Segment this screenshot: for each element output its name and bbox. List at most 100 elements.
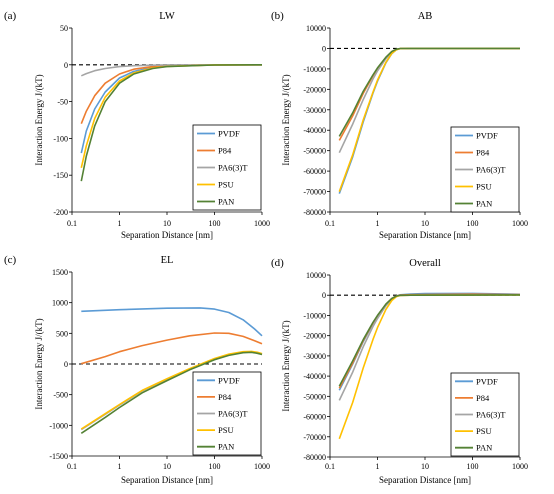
legend: PVDF P84 PA6(3)T PSU PAN	[192, 124, 262, 211]
y-tick-label: -50	[57, 98, 68, 107]
y-tick-label: -100	[53, 134, 68, 143]
panel-title: LW	[159, 11, 175, 22]
y-tick-label: -150	[53, 171, 68, 180]
x-axis-label: Separation Distance [nm]	[121, 475, 213, 485]
panel-title: EL	[161, 255, 174, 266]
legend-label-pan: PAN	[476, 443, 492, 453]
y-tick-label: -500	[53, 391, 68, 400]
x-tick-label: 1000	[254, 219, 270, 228]
legend-label-p84: P84	[218, 392, 232, 402]
y-tick-label: -40000	[303, 372, 326, 381]
legend-label-p84: P84	[476, 148, 490, 158]
x-tick-label: 100	[209, 462, 221, 471]
legend-label-psu: PSU	[476, 182, 492, 192]
y-tick-label: -20000	[303, 332, 326, 341]
legend: PVDF P84 PA6(3)T PSU PAN	[450, 126, 520, 213]
x-tick-label: 1000	[512, 219, 528, 228]
x-tick-label: 0.1	[67, 219, 77, 228]
y-tick-label: -1000	[49, 421, 68, 430]
y-tick-label: -1500	[49, 452, 68, 461]
y-axis-label: Interaction Energy J/(kT)	[34, 318, 44, 409]
x-tick-label: 0.1	[325, 462, 335, 471]
legend-label-pvdf: PVDF	[218, 129, 240, 139]
legend-label-psu: PSU	[476, 426, 492, 436]
x-axis-label: Separation Distance [nm]	[379, 230, 471, 240]
y-tick-label: 0	[322, 291, 326, 300]
panel-4: (d) Overall 10000 0 -10000 -20000 -30000 -40000…	[271, 257, 528, 485]
y-tick-label: -10000	[303, 65, 326, 74]
panel-1: (a) LW 50 0 -50 -100 -150 -200 0.1 1 10 100 1000 Sepa…	[4, 10, 270, 240]
x-tick-label: 10	[163, 462, 171, 471]
x-tick-label: 10	[163, 219, 171, 228]
y-tick-label: -80000	[303, 208, 326, 217]
y-tick-label: -20000	[303, 85, 326, 94]
legend-label-psu: PSU	[218, 425, 234, 435]
y-tick-label: 10000	[306, 271, 326, 280]
legend-box	[192, 124, 262, 211]
legend-label-p84: P84	[218, 146, 232, 156]
y-tick-label: -80000	[303, 453, 326, 462]
y-tick-label: -60000	[303, 413, 326, 422]
panel-tag: (b)	[271, 10, 284, 22]
x-tick-label: 100	[467, 219, 479, 228]
series-line-pan	[338, 47, 520, 137]
legend: PVDF P84 PA6(3)T PSU PAN	[450, 372, 520, 457]
panel-2: (b) AB 10000 0 -10000 -20000 -30000 -40000 -5000…	[271, 10, 528, 240]
y-axis-label: Interaction Energy J/(kT)	[281, 74, 291, 165]
y-tick-label: -70000	[303, 188, 326, 197]
x-tick-label: 1	[376, 219, 380, 228]
y-tick-label: 10000	[306, 24, 326, 33]
series-line-p84	[81, 332, 263, 365]
legend-label-p84: P84	[476, 393, 490, 403]
y-tick-label: 500	[56, 329, 68, 338]
y-tick-label: 0	[64, 61, 68, 70]
x-tick-label: 100	[467, 462, 479, 471]
legend-label-pvdf: PVDF	[476, 376, 498, 386]
legend-label-pvdf: PVDF	[476, 131, 498, 141]
panel-tag: (c)	[4, 254, 17, 266]
y-tick-label: 1000	[52, 299, 68, 308]
y-axis-label: Interaction Energy J/(kT)	[281, 320, 291, 411]
legend-label-pa63t: PA6(3)T	[218, 163, 248, 173]
series-line-pan	[80, 351, 263, 434]
y-tick-label: -10000	[303, 311, 326, 320]
legend-label-pa63t: PA6(3)T	[218, 409, 248, 419]
x-tick-label: 100	[209, 219, 221, 228]
y-tick-label: 0	[322, 44, 326, 53]
x-tick-label: 0.1	[325, 219, 335, 228]
y-tick-label: -40000	[303, 126, 326, 135]
x-tick-label: 1000	[512, 462, 528, 471]
y-tick-label: 0	[64, 360, 68, 369]
x-tick-label: 1	[376, 462, 380, 471]
legend-label-pan: PAN	[218, 442, 234, 452]
x-tick-label: 1000	[254, 462, 270, 471]
x-tick-label: 0.1	[67, 462, 77, 471]
y-tick-label: -50000	[303, 392, 326, 401]
panel-tag: (d)	[271, 257, 284, 269]
y-axis-label: Interaction Energy J/(kT)	[34, 74, 44, 165]
y-tick-label: -50000	[303, 147, 326, 156]
legend-label-pa63t: PA6(3)T	[476, 410, 506, 420]
legend-label-pvdf: PVDF	[218, 375, 240, 385]
series-line-pvdf	[81, 307, 263, 337]
y-tick-label: 50	[60, 24, 68, 33]
x-tick-label: 1	[118, 462, 122, 471]
legend-label-psu: PSU	[218, 180, 234, 190]
y-tick-label: -30000	[303, 352, 326, 361]
x-tick-label: 10	[421, 219, 429, 228]
panel-title: Overall	[409, 258, 441, 269]
x-tick-label: 10	[421, 462, 429, 471]
x-tick-label: 1	[118, 219, 122, 228]
y-tick-label: -200	[53, 208, 68, 217]
legend-label-pa63t: PA6(3)T	[476, 165, 506, 175]
legend-label-pan: PAN	[476, 199, 492, 209]
y-tick-label: -70000	[303, 433, 326, 442]
series-line-pan	[80, 64, 263, 182]
y-tick-label: 1500	[52, 268, 68, 277]
x-axis-label: Separation Distance [nm]	[379, 475, 471, 485]
legend: PVDF P84 PA6(3)T PSU PAN	[192, 371, 262, 456]
legend-label-pan: PAN	[218, 197, 234, 207]
y-tick-label: -30000	[303, 106, 326, 115]
